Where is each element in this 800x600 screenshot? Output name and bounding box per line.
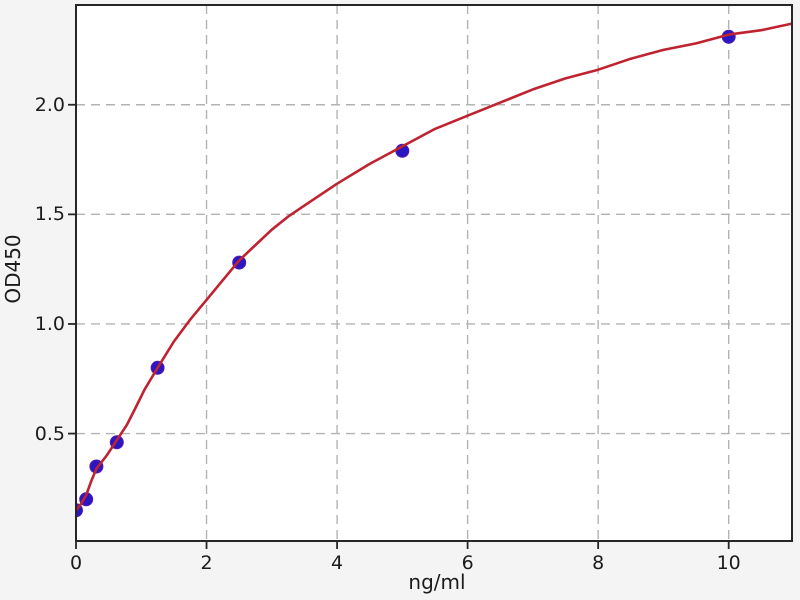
x-tick-label-0: 0: [69, 552, 83, 574]
y-tick-label-2.0: 2.0: [34, 93, 65, 116]
x-tick-label-8: 8: [592, 552, 605, 574]
y-axis-label: OD450: [1, 234, 25, 304]
y-tick-label-0.5: 0.5: [34, 422, 65, 445]
x-tick-label-10: 10: [716, 552, 741, 574]
plot-border: [75, 4, 793, 542]
x-axis-label: ng/ml: [408, 570, 466, 594]
x-tick-label-6: 6: [461, 552, 474, 574]
x-tick-label-4: 4: [331, 552, 344, 574]
x-tick-label-2: 2: [200, 552, 213, 574]
plot-background: [76, 5, 792, 541]
y-tick-label-1.0: 1.0: [34, 312, 65, 335]
fit-curve-line: [76, 22, 792, 512]
y-tick-label-1.5: 1.5: [34, 203, 65, 226]
series-layer: [76, 22, 792, 518]
